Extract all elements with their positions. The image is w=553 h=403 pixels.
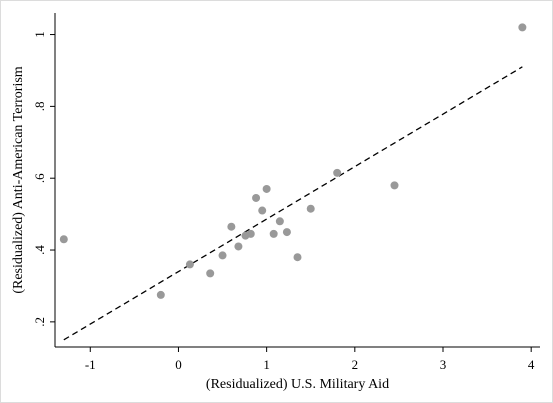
y-axis-ticks: .2 .4 .6 .8 1 — [32, 31, 55, 327]
scatter-point — [306, 204, 315, 213]
x-axis-title: (Residualized) U.S. Military Aid — [206, 377, 389, 392]
y-tick-label: .2 — [32, 317, 47, 327]
x-tick-label: 0 — [175, 357, 182, 372]
scatter-point — [282, 228, 291, 237]
scatter-point — [234, 242, 243, 251]
x-tick-label: 4 — [528, 357, 535, 372]
scatter-point — [258, 206, 267, 215]
scatter-point — [518, 23, 527, 32]
scatter-point — [206, 269, 215, 278]
scatter-point — [262, 184, 271, 193]
fit-line — [63, 66, 523, 341]
scatter-points — [59, 23, 527, 299]
y-tick-label: .8 — [32, 102, 47, 112]
y-tick-label: .6 — [32, 173, 47, 183]
x-tick-label: 3 — [440, 357, 447, 372]
x-tick-label: -1 — [85, 357, 96, 372]
scatter-point — [390, 181, 399, 190]
x-tick-label: 1 — [263, 357, 270, 372]
y-axis-title: (Residualized) Anti-American Terrorism — [11, 66, 26, 293]
scatter-point — [246, 229, 255, 238]
scatter-point — [185, 260, 194, 269]
x-tick-label: 2 — [352, 357, 359, 372]
scatter-point — [156, 290, 165, 299]
scatter-point — [333, 168, 342, 177]
scatter-point — [252, 193, 261, 202]
y-tick-label: .4 — [32, 245, 47, 255]
scatter-point — [275, 217, 284, 226]
x-axis-ticks: -1 0 1 2 3 4 — [85, 347, 535, 372]
scatter-point — [293, 253, 302, 262]
scatter-point — [227, 222, 236, 231]
scatter-point — [269, 229, 278, 238]
scatter-point — [59, 235, 68, 244]
y-tick-label: 1 — [32, 31, 47, 38]
scatter-point — [218, 251, 227, 260]
